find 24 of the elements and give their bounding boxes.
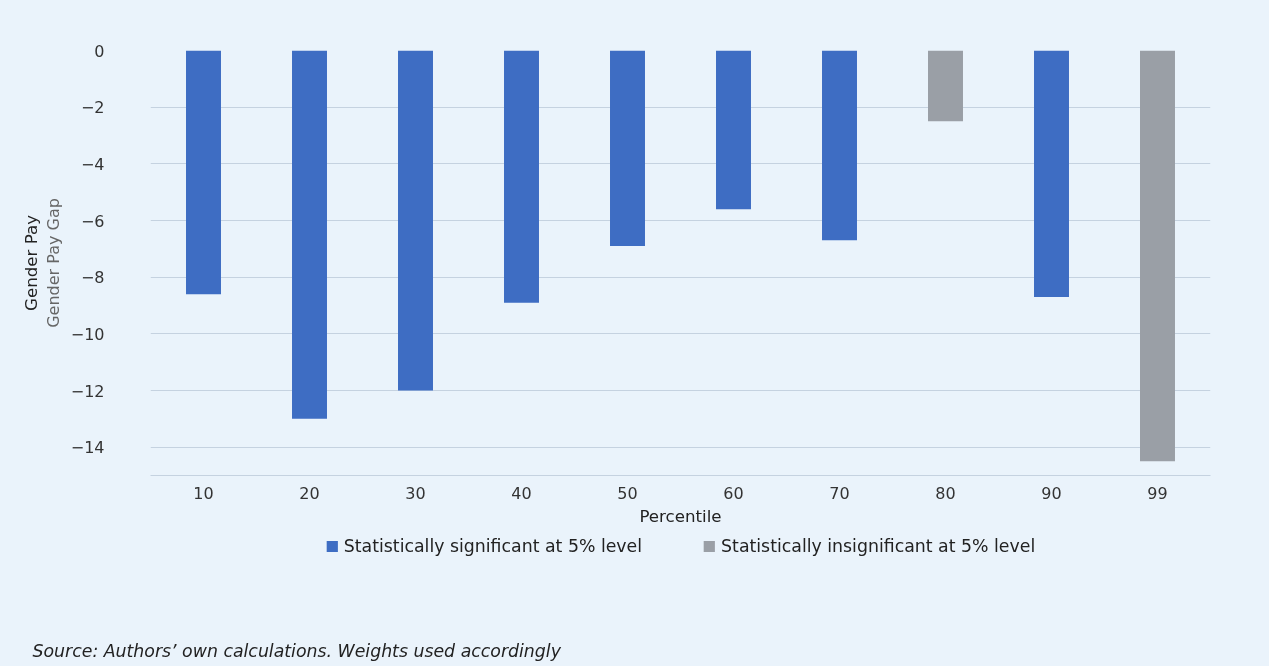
y-tick-label: −6: [80, 211, 105, 231]
y-tick-label: −12: [70, 381, 105, 401]
legend-label: Statistically significant at 5% level: [343, 536, 643, 556]
y-axis-title: Gender Pay Gap: [43, 198, 63, 328]
y-tick-label: −8: [80, 268, 105, 288]
x-tick-label: 30: [405, 483, 426, 503]
x-tick-label: 20: [299, 483, 320, 503]
legend-label: Statistically insignificant at 5% level: [721, 536, 1036, 556]
x-tick-label: 60: [723, 483, 744, 503]
y-tick-label: −10: [70, 324, 105, 344]
x-tick-label: 10: [193, 483, 214, 503]
x-tick-label: 70: [829, 483, 850, 503]
x-tick-label: 80: [935, 483, 956, 503]
y-tick-label: −2: [80, 98, 105, 118]
y-tick-label: 0: [94, 41, 105, 61]
x-tick-label: 90: [1041, 483, 1062, 503]
y-tick-label: −14: [70, 438, 105, 458]
x-tick-label: 50: [617, 483, 638, 503]
source-note: Source: Authors’ own calculations. Weights used accordingly: [32, 640, 562, 661]
x-tick-label: 40: [511, 483, 532, 503]
x-tick-label: 99: [1147, 483, 1168, 503]
x-axis-title: Percentile: [639, 506, 722, 526]
text: Gender Pay: [21, 214, 41, 312]
y-tick-label: −4: [80, 154, 105, 174]
